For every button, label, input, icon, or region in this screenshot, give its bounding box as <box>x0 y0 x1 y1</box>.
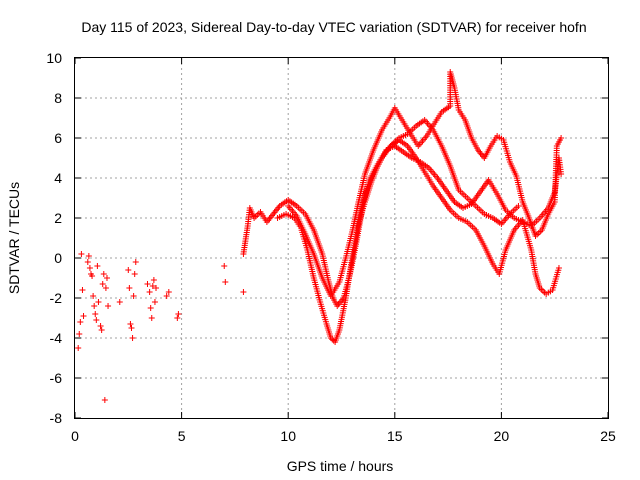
data-point <box>151 299 158 305</box>
data-point <box>254 212 261 218</box>
data-point <box>129 335 136 341</box>
x-tick-label: 10 <box>280 428 296 444</box>
data-point <box>103 275 110 281</box>
series-5 <box>353 117 522 231</box>
data-point <box>130 293 137 299</box>
data-point <box>91 303 98 309</box>
data-point <box>127 321 134 327</box>
y-tick-label: 4 <box>54 170 62 186</box>
x-tick-label: 20 <box>494 428 510 444</box>
x-tick-label: 5 <box>178 428 186 444</box>
x-tick-label: 25 <box>600 428 616 444</box>
data-point <box>98 327 105 333</box>
series-3 <box>274 137 562 345</box>
plot-frame <box>74 57 609 419</box>
data-point <box>75 345 82 351</box>
data-point <box>85 253 92 259</box>
y-tick-label: -2 <box>50 290 63 306</box>
data-point <box>147 305 154 311</box>
data-point <box>515 203 522 209</box>
data-marks <box>75 69 565 403</box>
series-4 <box>285 69 565 299</box>
chart-title: Day 115 of 2023, Sidereal Day-to-day VTE… <box>81 19 586 35</box>
x-axis-label: GPS time / hours <box>287 458 394 474</box>
data-point <box>89 273 96 279</box>
data-point <box>535 230 542 236</box>
data-point <box>86 265 93 271</box>
data-point <box>131 271 138 277</box>
data-point <box>78 251 85 257</box>
y-tick-label: 8 <box>54 90 62 106</box>
data-point <box>92 311 99 317</box>
data-point <box>132 259 139 265</box>
data-point <box>558 171 565 177</box>
data-point <box>79 287 86 293</box>
data-point <box>240 289 247 295</box>
y-tick-label: 2 <box>54 210 62 226</box>
data-point <box>128 325 135 331</box>
y-tick-label: -4 <box>50 330 63 346</box>
data-point <box>93 317 100 323</box>
data-point <box>126 285 133 291</box>
data-point <box>77 319 84 325</box>
data-point <box>175 311 182 317</box>
data-point <box>163 293 170 299</box>
data-point <box>555 265 562 271</box>
y-tick-label: 0 <box>54 250 62 266</box>
y-tick-label: 6 <box>54 130 62 146</box>
data-point <box>95 299 102 305</box>
data-point <box>80 313 87 319</box>
data-point <box>150 277 157 283</box>
data-point <box>539 288 546 294</box>
data-point <box>153 285 160 291</box>
data-point <box>90 293 97 299</box>
y-tick-label: -8 <box>50 410 63 426</box>
data-point <box>101 397 108 403</box>
data-point <box>329 336 336 343</box>
data-point <box>102 285 109 291</box>
data-point <box>165 289 172 295</box>
data-point <box>144 281 151 287</box>
data-point <box>558 135 565 141</box>
data-point <box>76 331 83 337</box>
data-point <box>327 335 334 341</box>
y-tick-label: 10 <box>46 50 62 66</box>
data-point <box>221 263 228 269</box>
data-point <box>125 267 132 273</box>
data-point <box>94 263 101 269</box>
data-point <box>105 303 112 309</box>
data-point <box>99 281 106 287</box>
data-point <box>174 315 181 321</box>
data-point <box>222 279 229 285</box>
data-point <box>149 283 156 289</box>
x-tick-label: 0 <box>71 428 79 444</box>
x-tick-label: 15 <box>387 428 403 444</box>
data-point <box>116 299 123 305</box>
axes: 0 5 10 15 20 25 -8 -6 -4 -2 0 2 4 6 8 10 <box>46 50 616 444</box>
series-1 <box>75 251 247 403</box>
data-point <box>84 259 91 265</box>
y-axis-label: SDTVAR / TECUs <box>6 182 22 294</box>
data-point <box>148 315 155 321</box>
data-point <box>97 323 104 329</box>
data-point <box>100 271 107 277</box>
data-point <box>146 289 153 295</box>
y-tick-label: -6 <box>50 370 63 386</box>
